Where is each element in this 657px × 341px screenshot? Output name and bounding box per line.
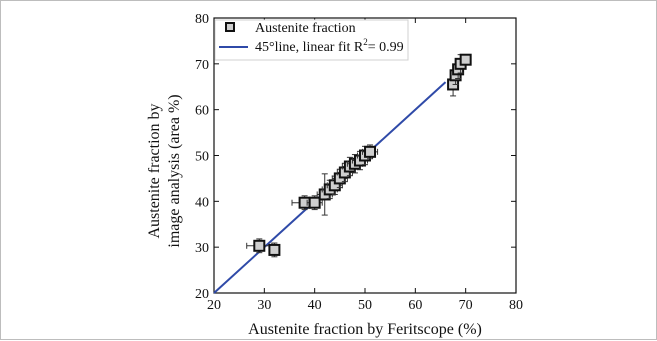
x-tick-label: 80 xyxy=(509,298,523,313)
x-tick-label: 60 xyxy=(408,298,422,313)
x-tick-label: 30 xyxy=(257,298,271,313)
points-layer xyxy=(246,53,472,258)
data-point xyxy=(268,242,281,258)
square-marker xyxy=(459,53,472,66)
data-point xyxy=(306,195,323,211)
data-point xyxy=(361,144,379,160)
legend-fit-sup: 2 xyxy=(363,37,368,47)
square-marker xyxy=(308,196,321,209)
square-marker xyxy=(253,239,266,252)
x-tick-label: 70 xyxy=(459,298,473,313)
legend-marker-icon xyxy=(225,22,235,32)
y-tick-label: 80 xyxy=(195,12,209,27)
legend-fit-prefix: 45°line, linear fit R xyxy=(255,40,364,55)
y-axis-title-line1: Austenite fraction by xyxy=(146,103,163,238)
square-marker xyxy=(364,145,377,158)
data-point xyxy=(246,238,273,254)
y-tick-label: 20 xyxy=(195,287,209,302)
y-tick-label: 60 xyxy=(195,104,209,119)
x-axis-title: Austenite fraction by Feritscope (%) xyxy=(248,321,482,338)
legend-label-series: Austenite fraction xyxy=(255,21,356,36)
y-tick-label: 40 xyxy=(195,195,209,210)
y-axis-title-line2: image analysis (area %) xyxy=(166,94,183,247)
x-tick-label: 20 xyxy=(207,298,221,313)
y-tick-label: 70 xyxy=(195,58,209,73)
legend-label-fit: 45°line, linear fit R2= 0.99 xyxy=(255,37,404,55)
y-tick-label: 50 xyxy=(195,150,209,165)
y-tick-label: 30 xyxy=(195,241,209,256)
axes-layer: 20 30 40 50 60 70 80 20 30 40 50 60 70 80 xyxy=(195,12,523,313)
x-tick-label: 50 xyxy=(358,298,372,313)
data-point xyxy=(459,53,472,66)
legend: Austenite fraction 45°line, linear fit R… xyxy=(214,19,409,61)
legend-box xyxy=(214,19,409,61)
square-marker xyxy=(268,243,281,256)
legend-fit-suffix: = 0.99 xyxy=(368,40,404,55)
x-tick-label: 40 xyxy=(308,298,322,313)
